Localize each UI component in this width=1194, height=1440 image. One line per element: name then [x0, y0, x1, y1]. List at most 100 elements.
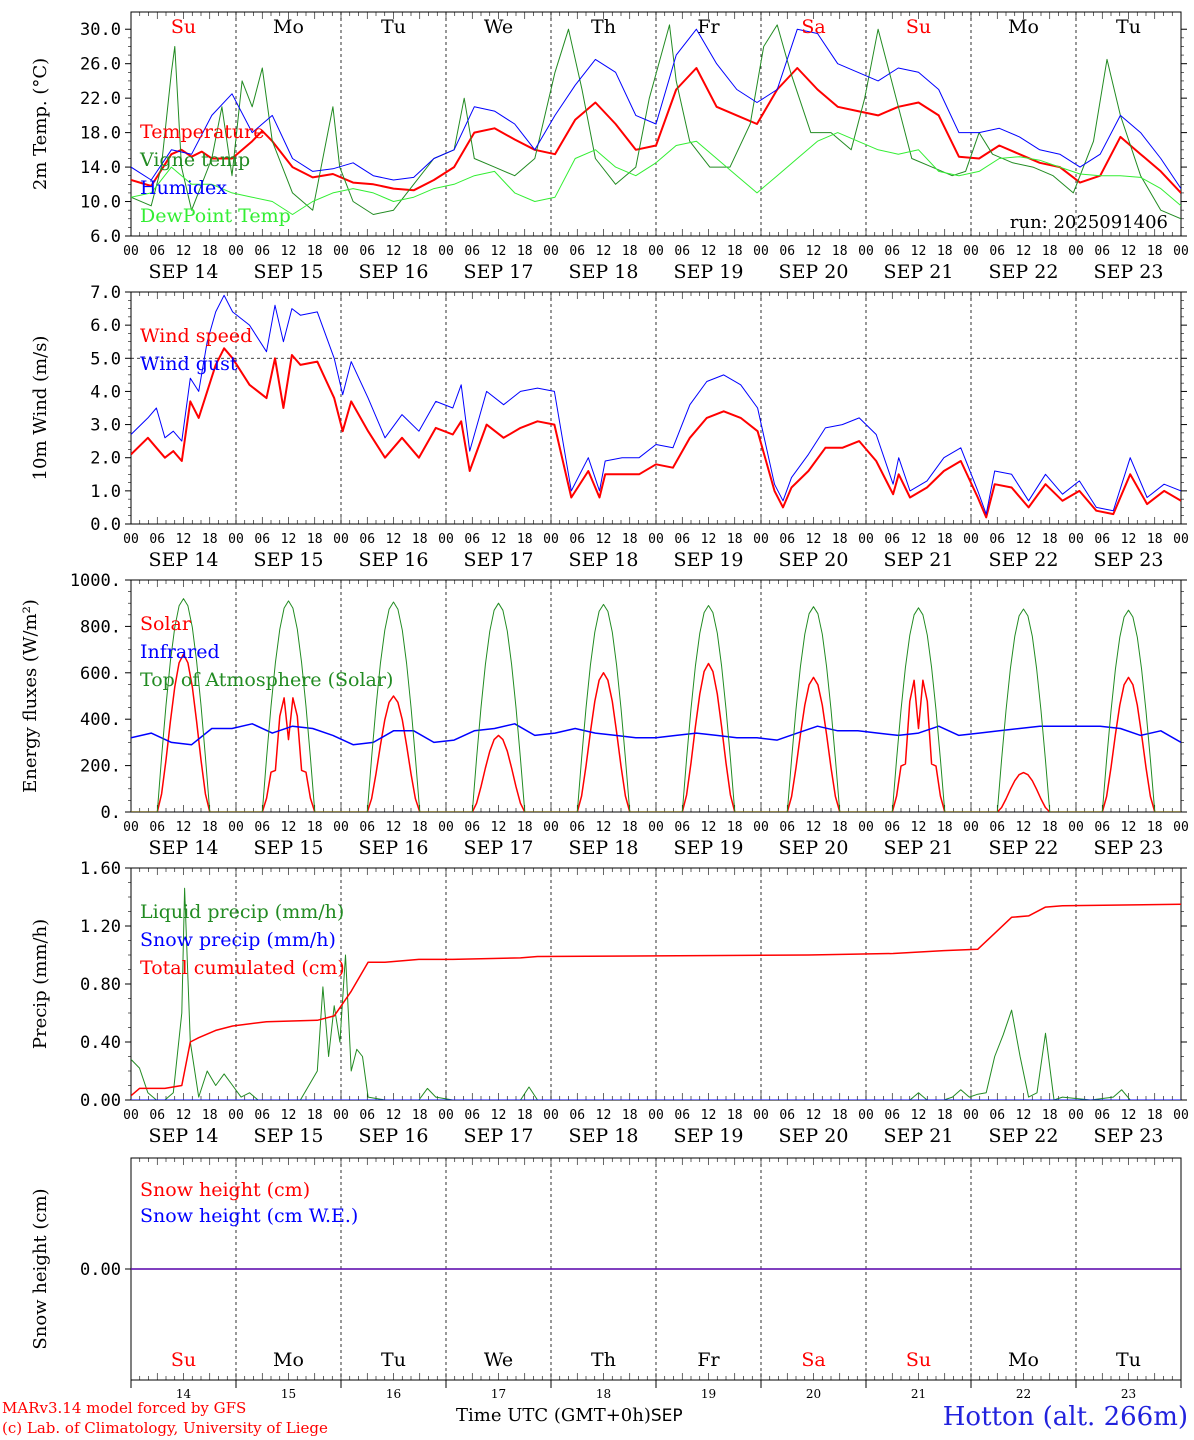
hour-tick-label: 06: [989, 1108, 1005, 1123]
hour-tick-label: 06: [569, 1108, 585, 1123]
weekday-label: Mo: [273, 16, 304, 38]
series-line-top-of-atmosphere-solar-: [131, 598, 1181, 812]
series-line-liquid-precip-mm-h-: [131, 887, 1181, 1100]
hour-tick-label: 00: [1068, 820, 1084, 835]
hour-tick-label: 06: [1094, 532, 1110, 547]
weekday-label: Mo: [1008, 1349, 1039, 1371]
hour-tick-label: 18: [1042, 1108, 1058, 1123]
hour-tick-label: 12: [596, 244, 612, 259]
hour-tick-label: 18: [832, 820, 848, 835]
series-line-vigne-temp: [131, 24, 1181, 220]
hour-tick-label: 06: [149, 244, 165, 259]
hour-tick-label: 12: [1016, 532, 1032, 547]
hour-tick-label: 00: [858, 820, 874, 835]
date-label: SEP 23: [1094, 1125, 1164, 1147]
series-line-wind-speed: [131, 347, 1181, 519]
hour-tick-label: 00: [333, 532, 349, 547]
y-tick-label: 30.0: [80, 20, 121, 40]
legend-entry: Vigne temp: [139, 149, 250, 171]
weekday-label: We: [484, 1349, 513, 1371]
hour-tick-label: 18: [202, 820, 218, 835]
date-label: SEP 21: [884, 549, 954, 571]
hour-tick-label: 06: [1094, 244, 1110, 259]
hour-tick-label: 00: [228, 532, 244, 547]
date-label: SEP 15: [254, 1125, 324, 1147]
hour-tick-label: 00: [963, 820, 979, 835]
hour-tick-label: 18: [202, 1108, 218, 1123]
series-line-total-cumulated-cm-: [131, 903, 1181, 1097]
hour-tick-label: 06: [149, 1108, 165, 1123]
hour-tick-label: 18: [832, 244, 848, 259]
hour-tick-label: 00: [963, 532, 979, 547]
date-label: SEP 23: [1094, 549, 1164, 571]
hour-tick-label: 00: [1173, 532, 1189, 547]
weekday-label: Su: [906, 1349, 931, 1371]
hour-tick-label: 18: [1147, 532, 1163, 547]
hour-tick-label: 12: [1121, 1108, 1137, 1123]
hour-tick-label: 12: [386, 244, 402, 259]
y-tick-label: 0.: [101, 803, 121, 823]
date-label: SEP 17: [464, 1125, 534, 1147]
hour-tick-label: 00: [123, 532, 139, 547]
hour-tick-label: 00: [543, 532, 559, 547]
station-name: Hotton (alt. 266m): [942, 1402, 1188, 1432]
hour-tick-label: 12: [911, 532, 927, 547]
y-axis-label: 2m Temp. (°C): [30, 58, 51, 190]
date-label: SEP 16: [359, 837, 429, 859]
hour-tick-label: 12: [1121, 244, 1137, 259]
hour-tick-label: 18: [622, 532, 638, 547]
hour-tick-label: 18: [307, 532, 323, 547]
hour-tick-label: 00: [1173, 244, 1189, 259]
hour-tick-label: 18: [517, 244, 533, 259]
hour-tick-label: 00: [438, 532, 454, 547]
hour-tick-label: 12: [596, 532, 612, 547]
date-label: SEP 19: [674, 837, 744, 859]
hour-tick-label: 18: [727, 1108, 743, 1123]
x-axis-title: Time UTC (GMT+0h)SEP: [456, 1405, 683, 1426]
hour-tick-label: 00: [123, 1108, 139, 1123]
day-number: 14: [176, 1387, 192, 1401]
hour-tick-label: 12: [176, 244, 192, 259]
date-label: SEP 22: [989, 261, 1059, 283]
date-label: SEP 14: [149, 837, 219, 859]
date-label: SEP 21: [884, 1125, 954, 1147]
hour-tick-label: 06: [779, 820, 795, 835]
hour-tick-label: 06: [464, 1108, 480, 1123]
hour-tick-label: 00: [333, 820, 349, 835]
date-label: SEP 14: [149, 261, 219, 283]
date-label: SEP 16: [359, 1125, 429, 1147]
date-label: SEP 22: [989, 837, 1059, 859]
hour-tick-label: 06: [569, 532, 585, 547]
hour-tick-label: 18: [1147, 820, 1163, 835]
y-tick-label: 6.0: [90, 227, 121, 247]
weekday-label: Mo: [1008, 16, 1039, 38]
hour-tick-label: 06: [884, 1108, 900, 1123]
weekday-label: Su: [171, 1349, 196, 1371]
run-label: run: 2025091406: [1010, 212, 1168, 233]
hour-tick-label: 12: [1016, 244, 1032, 259]
hour-tick-label: 06: [884, 820, 900, 835]
hour-tick-label: 06: [569, 820, 585, 835]
hour-tick-label: 18: [622, 244, 638, 259]
legend-entry: Wind gust: [140, 353, 238, 375]
hour-tick-label: 12: [1016, 1108, 1032, 1123]
weekday-label: Th: [591, 1349, 616, 1371]
hour-tick-label: 18: [517, 1108, 533, 1123]
y-axis-label: Energy fluxes (W/m²): [20, 599, 41, 793]
hour-tick-label: 18: [1147, 1108, 1163, 1123]
date-label: SEP 16: [359, 549, 429, 571]
hour-tick-label: 18: [937, 820, 953, 835]
hour-tick-label: 12: [911, 244, 927, 259]
legend-entry: Wind speed: [140, 325, 252, 347]
hour-tick-label: 18: [937, 244, 953, 259]
hour-tick-label: 06: [464, 244, 480, 259]
hour-tick-label: 00: [648, 1108, 664, 1123]
hour-tick-label: 00: [1068, 532, 1084, 547]
y-tick-label: 1000.: [70, 571, 121, 591]
date-label: SEP 21: [884, 261, 954, 283]
hour-tick-label: 12: [596, 1108, 612, 1123]
date-label: SEP 15: [254, 261, 324, 283]
hour-tick-label: 06: [254, 532, 270, 547]
weekday-label: Fr: [697, 1349, 720, 1371]
weekday-label: Fr: [697, 16, 720, 38]
